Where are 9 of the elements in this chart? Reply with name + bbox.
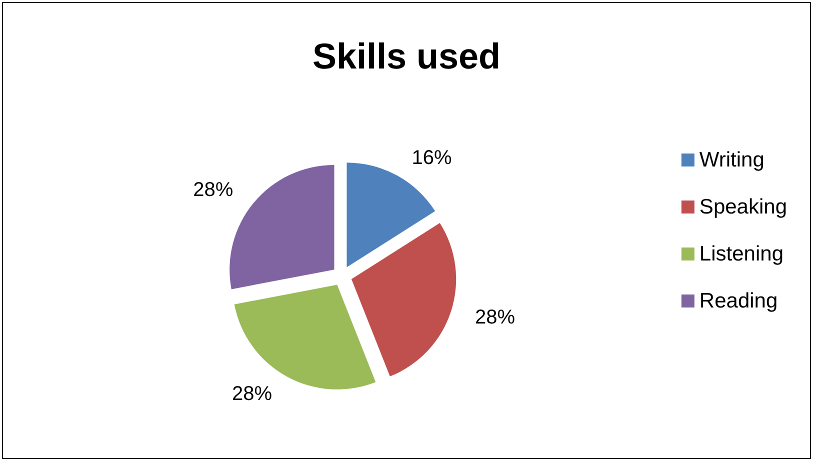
legend-label: Reading <box>699 290 778 312</box>
legend-label: Writing <box>699 148 764 172</box>
chart-title: Skills used <box>312 36 501 76</box>
data-label: 16% <box>412 147 452 170</box>
data-label: 28% <box>232 382 272 405</box>
data-label: 28% <box>193 179 234 202</box>
data-label: 28% <box>475 306 516 329</box>
legend-label: Listening <box>699 242 784 266</box>
legend-label: Speaking <box>699 196 788 218</box>
